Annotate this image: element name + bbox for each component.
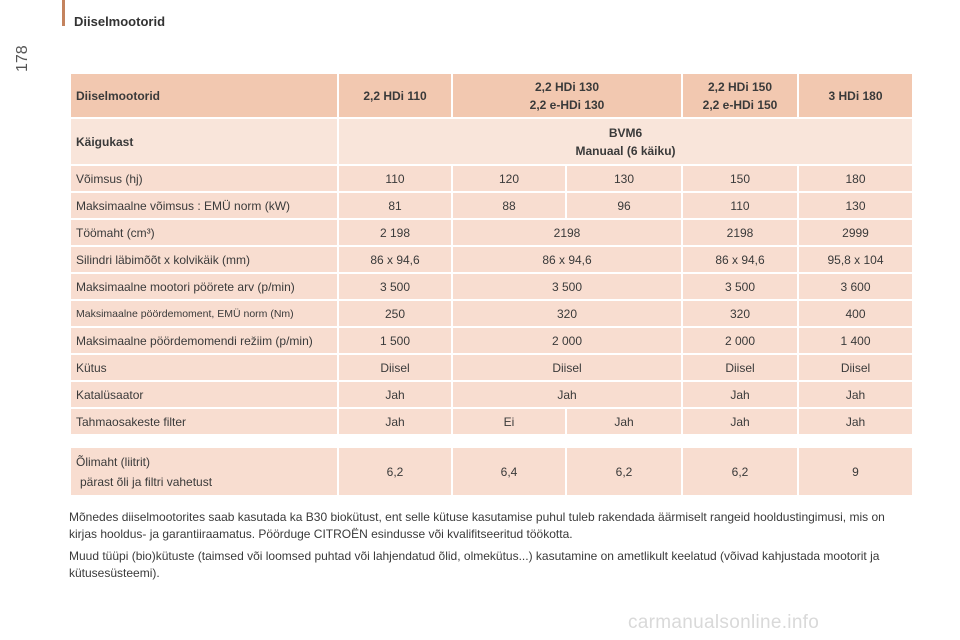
table-cell: 2999 — [799, 220, 912, 245]
table-cell: Silindri läbimõõt x kolvikäik (mm) — [71, 247, 337, 272]
table-cell: Diisel — [453, 355, 681, 380]
engine-spec-table: Diiselmootorid 2,2 HDi 110 2,2 HDi 130 2,… — [69, 72, 914, 436]
table-cell: Jah — [453, 382, 681, 407]
table-cell: Katalüsaator — [71, 382, 337, 407]
note-paragraph: Mõnedes diiselmootorites saab kasutada k… — [69, 510, 885, 541]
table-cell: Jah — [339, 382, 451, 407]
table-cell: Diisel — [339, 355, 451, 380]
table-cell: 150 — [683, 166, 797, 191]
page-number: 178 — [14, 45, 31, 72]
table-row: Kütus Diisel Diisel Diisel Diisel — [71, 355, 912, 380]
table-cell: 110 — [339, 166, 451, 191]
table-cell: 2 000 — [453, 328, 681, 353]
section-marker-bar — [62, 0, 65, 26]
table-cell: Võimsus (hj) — [71, 166, 337, 191]
table-cell: 1 500 — [339, 328, 451, 353]
table-cell: 2 198 — [339, 220, 451, 245]
table-cell: Jah — [799, 409, 912, 434]
gearbox-row: Käigukast BVM6 Manuaal (6 käiku) — [71, 119, 912, 164]
table-cell: 400 — [799, 301, 912, 326]
table-row: Silindri läbimõõt x kolvikäik (mm) 86 x … — [71, 247, 912, 272]
table-cell: 3 500 — [683, 274, 797, 299]
table-cell: 130 — [799, 193, 912, 218]
table-cell: 2 000 — [683, 328, 797, 353]
table-cell: 6,2 — [339, 448, 451, 495]
watermark: carmanualsonline.info — [628, 612, 820, 633]
table-cell: Tahmaosakeste filter — [71, 409, 337, 434]
table-cell: Maksimaalne mootori pöörete arv (p/min) — [71, 274, 337, 299]
table-cell: Diisel — [799, 355, 912, 380]
table-cell: 81 — [339, 193, 451, 218]
table-cell: 3 500 — [453, 274, 681, 299]
table-cell: Jah — [683, 409, 797, 434]
table-cell: 86 x 94,6 — [453, 247, 681, 272]
header-col-3: 2,2 HDi 150 2,2 e-HDi 150 — [683, 74, 797, 117]
table-cell: 110 — [683, 193, 797, 218]
header-row: Diiselmootorid 2,2 HDi 110 2,2 HDi 130 2,… — [71, 74, 912, 117]
table-cell: 88 — [453, 193, 565, 218]
table-row: Võimsus (hj) 110 120 130 150 180 — [71, 166, 912, 191]
header-col-2: 2,2 HDi 130 2,2 e-HDi 130 — [453, 74, 681, 117]
oil-row: Õlimaht (liitrit) pärast õli ja filtri v… — [71, 448, 912, 495]
table-cell: 1 400 — [799, 328, 912, 353]
header-first: Diiselmootorid — [71, 74, 337, 117]
table-cell: Maksimaalne võimsus : EMÜ norm (kW) — [71, 193, 337, 218]
table-cell: Diisel — [683, 355, 797, 380]
table-cell: 96 — [567, 193, 681, 218]
table-row: Tahmaosakeste filter Jah Ei Jah Jah Jah — [71, 409, 912, 434]
table-row: Maksimaalne võimsus : EMÜ norm (kW) 81 88… — [71, 193, 912, 218]
notes: Mõnedes diiselmootorites saab kasutada k… — [69, 509, 899, 587]
table-cell: 250 — [339, 301, 451, 326]
table-cell: Jah — [683, 382, 797, 407]
table-cell: 6,2 — [567, 448, 681, 495]
table-cell: 3 600 — [799, 274, 912, 299]
table-row: Katalüsaator Jah Jah Jah Jah — [71, 382, 912, 407]
header-col-4: 3 HDi 180 — [799, 74, 912, 117]
table-cell: Jah — [799, 382, 912, 407]
table-cell: 9 — [799, 448, 912, 495]
table-row: Maksimaalne mootori pöörete arv (p/min) … — [71, 274, 912, 299]
oil-label: Õlimaht (liitrit) pärast õli ja filtri v… — [71, 448, 337, 495]
table-row: Maksimaalne pöördemoment, EMÜ norm (Nm) … — [71, 301, 912, 326]
table-cell: 2198 — [683, 220, 797, 245]
note-paragraph: Muud tüüpi (bio)kütuste (taimsed või loo… — [69, 549, 880, 580]
table-cell: 86 x 94,6 — [339, 247, 451, 272]
table-cell: 2198 — [453, 220, 681, 245]
table-cell: 6,2 — [683, 448, 797, 495]
table-row: Maksimaalne pöördemomendi režiim (p/min)… — [71, 328, 912, 353]
gearbox-label: Käigukast — [71, 119, 337, 164]
table-cell: Maksimaalne pöördemomendi režiim (p/min) — [71, 328, 337, 353]
table-cell: Jah — [567, 409, 681, 434]
table-cell: Ei — [453, 409, 565, 434]
table-cell: Töömaht (cm³) — [71, 220, 337, 245]
table-cell: 3 500 — [339, 274, 451, 299]
table-cell: 320 — [683, 301, 797, 326]
table-cell: 320 — [453, 301, 681, 326]
header-col-1: 2,2 HDi 110 — [339, 74, 451, 117]
table-cell: Maksimaalne pöördemoment, EMÜ norm (Nm) — [71, 301, 337, 326]
table-cell: 180 — [799, 166, 912, 191]
table-cell: 95,8 x 104 — [799, 247, 912, 272]
table-cell: 120 — [453, 166, 565, 191]
table-cell: 6,4 — [453, 448, 565, 495]
oil-capacity-table: Õlimaht (liitrit) pärast õli ja filtri v… — [69, 446, 914, 497]
table-row: Töömaht (cm³) 2 198 2198 2198 2999 — [71, 220, 912, 245]
table-cell: Kütus — [71, 355, 337, 380]
table-cell: Jah — [339, 409, 451, 434]
section-title: Diiselmootorid — [74, 14, 166, 29]
gearbox-value: BVM6 Manuaal (6 käiku) — [339, 119, 912, 164]
table-cell: 130 — [567, 166, 681, 191]
table-cell: 86 x 94,6 — [683, 247, 797, 272]
